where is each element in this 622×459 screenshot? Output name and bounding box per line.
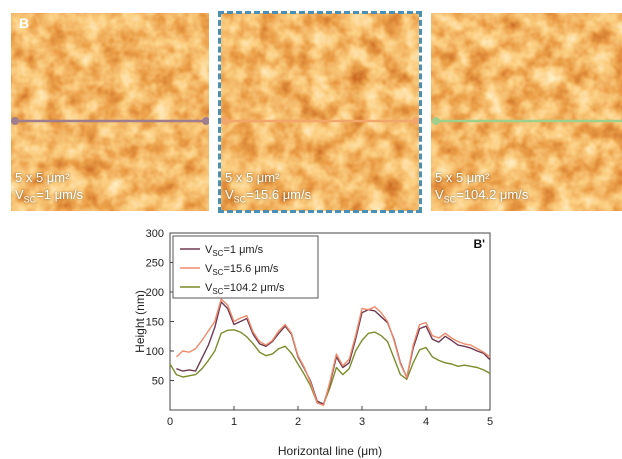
scan-speed-label-3: VSC=104.2 μm/s — [435, 187, 529, 205]
y-tick-label: 100 — [146, 346, 164, 358]
scan-line-start-marker — [11, 117, 19, 125]
afm-image-1: B 5 x 5 μm² VSC=1 μm/s — [11, 13, 209, 211]
scan-size-label-1: 5 x 5 μm² — [15, 170, 70, 185]
panel-label-b-prime: B' — [473, 237, 485, 251]
y-tick-label: 200 — [146, 287, 164, 299]
x-tick-label: 2 — [295, 416, 301, 428]
afm-topography-3 — [431, 13, 622, 211]
scan-line-start-marker — [432, 117, 440, 125]
height-profile-chart: 50 100 150 200 250 300 0 1 2 3 4 5 Horizontal line (… — [133, 228, 493, 458]
afm-texture — [431, 13, 622, 211]
scan-line-end-marker — [412, 117, 419, 125]
x-tick-label: 4 — [423, 416, 429, 428]
scan-speed-label-1: VSC=1 μm/s — [15, 187, 84, 205]
afm-texture — [221, 13, 419, 211]
panel-label-b: B — [19, 15, 30, 31]
x-tick-label: 3 — [359, 416, 365, 428]
legend-entry: VSC=104.2 μm/s — [205, 282, 285, 296]
y-tick-label: 300 — [146, 228, 164, 240]
scan-line-end-marker — [202, 117, 209, 125]
x-tick-label: 0 — [167, 416, 173, 428]
afm-image-3: 5 x 5 μm² VSC=104.2 μm/s — [431, 13, 622, 211]
series-line-3 — [169, 329, 491, 405]
afm-image-2: 5 x 5 μm² VSC=15.6 μm/s — [221, 13, 419, 211]
series-line-1 — [176, 301, 491, 405]
x-tick-label: 5 — [487, 416, 493, 428]
afm-topography-1 — [11, 13, 209, 211]
afm-texture — [11, 13, 209, 211]
x-axis-label: Horizontal line (μm) — [278, 444, 382, 458]
scan-line-start-marker — [221, 117, 229, 125]
scan-size-label-3: 5 x 5 μm² — [435, 170, 490, 185]
y-axis-label: Height (nm) — [133, 290, 147, 353]
afm-topography-2 — [221, 13, 419, 211]
scan-size-label-2: 5 x 5 μm² — [225, 170, 280, 185]
y-tick-label: 150 — [146, 317, 164, 329]
series-line-2 — [175, 298, 491, 406]
y-tick-label: 250 — [146, 258, 164, 270]
legend-entry: VSC=1 μm/s — [205, 244, 264, 258]
legend-entry: VSC=15.6 μm/s — [205, 263, 279, 277]
y-tick-label: 50 — [152, 376, 164, 388]
x-tick-label: 1 — [231, 416, 237, 428]
legend: VSC=1 μm/s VSC=15.6 μm/s VSC=104.2 μm/s — [172, 235, 319, 299]
scan-speed-label-2: VSC=15.6 μm/s — [225, 187, 312, 205]
